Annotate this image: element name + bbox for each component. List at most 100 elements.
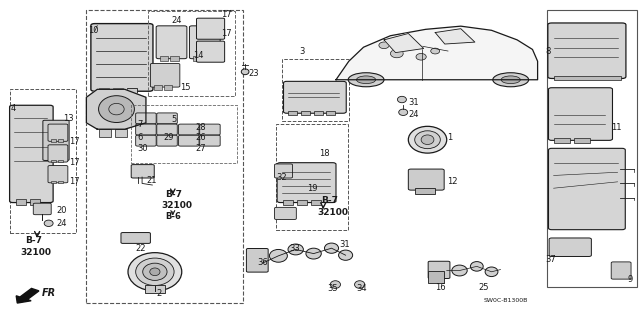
- Bar: [145, 285, 165, 293]
- Ellipse shape: [330, 281, 340, 288]
- Bar: [10, 89, 76, 233]
- Bar: [115, 129, 127, 137]
- Text: 24: 24: [172, 16, 182, 25]
- FancyBboxPatch shape: [48, 166, 68, 183]
- FancyBboxPatch shape: [10, 105, 53, 203]
- Bar: [282, 59, 349, 121]
- Bar: [547, 10, 637, 287]
- Text: 32100: 32100: [317, 208, 348, 217]
- Bar: [51, 181, 56, 183]
- Polygon shape: [384, 33, 424, 53]
- Text: 34: 34: [356, 284, 367, 293]
- Ellipse shape: [399, 109, 408, 115]
- Bar: [127, 88, 137, 94]
- Bar: [30, 199, 40, 205]
- Text: B-7: B-7: [26, 236, 43, 245]
- Ellipse shape: [241, 69, 249, 75]
- Text: 6: 6: [138, 133, 143, 142]
- FancyBboxPatch shape: [33, 203, 51, 215]
- Text: 8: 8: [545, 47, 550, 56]
- Bar: [283, 200, 293, 205]
- Bar: [148, 11, 235, 96]
- Ellipse shape: [397, 96, 406, 103]
- Bar: [204, 56, 212, 61]
- Text: 7: 7: [138, 120, 143, 129]
- Text: 26: 26: [195, 133, 206, 142]
- Text: 23: 23: [248, 69, 259, 78]
- FancyBboxPatch shape: [131, 165, 154, 178]
- FancyBboxPatch shape: [136, 135, 156, 146]
- Bar: [193, 56, 202, 61]
- Ellipse shape: [128, 253, 182, 291]
- FancyBboxPatch shape: [189, 26, 220, 59]
- Text: 17: 17: [69, 177, 80, 186]
- FancyBboxPatch shape: [196, 18, 225, 39]
- FancyArrow shape: [16, 288, 39, 303]
- Text: 32100: 32100: [20, 248, 51, 256]
- Text: 22: 22: [136, 244, 146, 253]
- FancyBboxPatch shape: [196, 41, 225, 62]
- Ellipse shape: [288, 244, 303, 255]
- Text: 17: 17: [221, 10, 232, 19]
- Ellipse shape: [415, 131, 440, 149]
- Polygon shape: [336, 26, 538, 80]
- Text: 17: 17: [221, 29, 232, 38]
- Ellipse shape: [306, 248, 321, 259]
- FancyBboxPatch shape: [157, 113, 177, 124]
- Ellipse shape: [470, 262, 483, 271]
- Text: 24: 24: [56, 219, 67, 228]
- Ellipse shape: [390, 49, 403, 58]
- FancyBboxPatch shape: [275, 207, 296, 219]
- FancyBboxPatch shape: [428, 261, 450, 278]
- Bar: [99, 129, 111, 137]
- Text: 25: 25: [479, 283, 489, 292]
- Text: SW0C-B1300B: SW0C-B1300B: [483, 298, 527, 303]
- FancyBboxPatch shape: [246, 249, 268, 272]
- Text: 20: 20: [56, 206, 67, 215]
- FancyBboxPatch shape: [157, 135, 177, 146]
- Text: 35: 35: [328, 284, 339, 293]
- Bar: [314, 111, 323, 115]
- Bar: [131, 105, 237, 163]
- Ellipse shape: [99, 96, 134, 122]
- Bar: [311, 200, 321, 205]
- Text: 30: 30: [138, 144, 148, 153]
- Ellipse shape: [44, 220, 53, 226]
- Text: 16: 16: [435, 283, 446, 292]
- Text: B-6: B-6: [165, 212, 181, 221]
- Bar: [554, 76, 621, 80]
- Text: 29: 29: [164, 133, 174, 142]
- Ellipse shape: [269, 249, 287, 262]
- Bar: [51, 160, 56, 162]
- Ellipse shape: [431, 48, 440, 54]
- Bar: [297, 200, 307, 205]
- FancyBboxPatch shape: [136, 113, 156, 124]
- Bar: [574, 138, 590, 143]
- Bar: [415, 188, 435, 194]
- Bar: [58, 160, 63, 162]
- Ellipse shape: [493, 73, 529, 87]
- FancyBboxPatch shape: [150, 63, 180, 87]
- FancyBboxPatch shape: [43, 120, 69, 160]
- Text: FR: FR: [42, 288, 56, 298]
- Bar: [113, 88, 123, 94]
- FancyBboxPatch shape: [548, 148, 625, 230]
- Text: 4: 4: [11, 104, 16, 113]
- FancyBboxPatch shape: [156, 26, 187, 59]
- Bar: [276, 124, 348, 230]
- Ellipse shape: [452, 265, 467, 276]
- FancyBboxPatch shape: [277, 163, 336, 203]
- Bar: [288, 111, 297, 115]
- Text: 10: 10: [88, 26, 99, 35]
- FancyBboxPatch shape: [200, 124, 220, 135]
- Text: 28: 28: [195, 123, 206, 132]
- Text: 15: 15: [180, 83, 191, 92]
- FancyBboxPatch shape: [179, 124, 199, 135]
- FancyBboxPatch shape: [136, 124, 156, 135]
- Bar: [170, 56, 179, 61]
- Ellipse shape: [136, 258, 174, 286]
- FancyBboxPatch shape: [611, 262, 631, 279]
- Bar: [86, 10, 243, 303]
- FancyBboxPatch shape: [549, 238, 591, 256]
- Bar: [554, 138, 570, 143]
